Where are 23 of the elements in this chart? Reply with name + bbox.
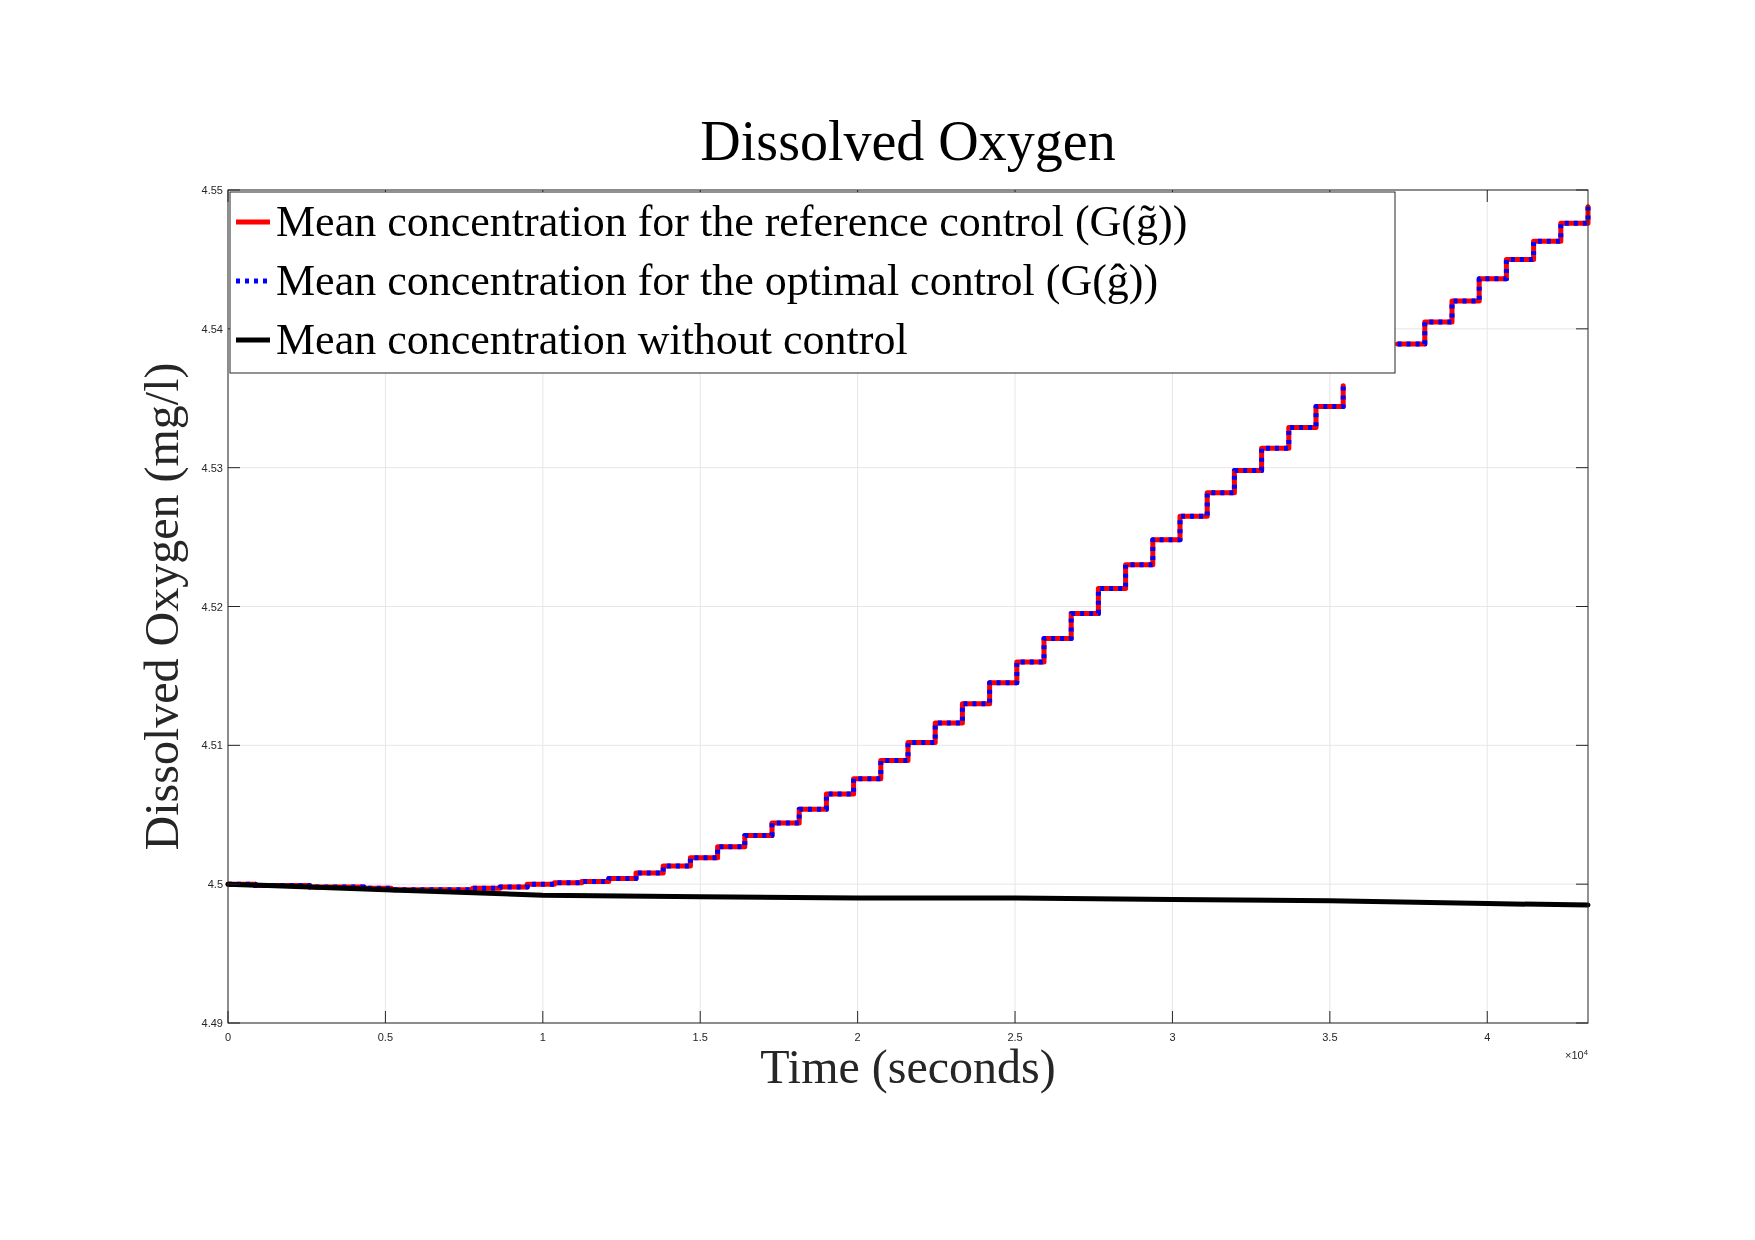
x-axis-title: Time (seconds) — [760, 1040, 1056, 1094]
y-tick-label: 4.54 — [201, 322, 223, 335]
x-tick-label: 3 — [1169, 1031, 1176, 1043]
x-tick-label: 1 — [539, 1031, 546, 1043]
y-tick-label: 4.52 — [201, 600, 223, 613]
x-tick-label: 3.5 — [1322, 1031, 1338, 1043]
x-tick-label: 1.5 — [692, 1031, 708, 1043]
x-tick-label: 2.5 — [1007, 1031, 1023, 1043]
legend-label: Mean concentration for the optimal control (G(ĝ)) — [276, 256, 1159, 305]
y-axis-title: Dissolved Oxygen (mg/l) — [135, 362, 189, 851]
x-tick-label: 2 — [854, 1031, 861, 1043]
y-tick-label: 4.55 — [201, 184, 223, 196]
x-tick-label: 0.5 — [377, 1031, 394, 1043]
legend-label: Mean concentration without control — [276, 315, 908, 364]
y-tick-label: 4.5 — [207, 878, 223, 891]
x-tick-label: 4 — [1484, 1031, 1491, 1043]
legend-label: Mean concentration for the reference control (G(g̃)) — [276, 197, 1188, 246]
y-tick-label: 4.49 — [201, 1017, 223, 1029]
y-tick-label: 4.53 — [201, 461, 223, 474]
chart-title: Dissolved Oxygen — [700, 110, 1116, 172]
y-tick-label: 4.51 — [201, 739, 223, 752]
text: ×10$^{4}$ — [1565, 1047, 1589, 1061]
x-tick-label: 0 — [224, 1031, 232, 1043]
